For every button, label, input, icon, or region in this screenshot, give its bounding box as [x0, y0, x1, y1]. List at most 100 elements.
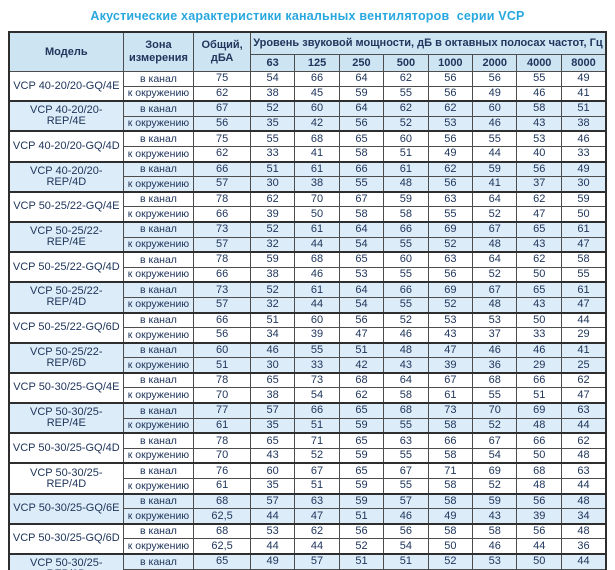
octave-level-value: 60 [472, 100, 518, 117]
octave-level-value: 51 [383, 552, 429, 570]
octave-level-value: 38 [249, 85, 296, 102]
col-header-frequency: 8000 [560, 54, 607, 72]
octave-level-value: 52 [383, 311, 429, 329]
octave-level-value: 56 [338, 522, 385, 540]
col-header-frequency: 4000 [516, 54, 562, 72]
table-row: к окружению 70 43 52 59 55 58 54 50 48 [9, 447, 607, 464]
octave-level-value: 62 [338, 387, 385, 404]
total-dba-value: 62,5 [193, 508, 251, 525]
total-dba-value: 62,5 [193, 538, 251, 555]
octave-level-value: 46 [560, 130, 607, 147]
zone-label: в канал [122, 71, 195, 87]
octave-level-value: 46 [383, 508, 429, 525]
octave-level-value: 55 [383, 266, 429, 283]
octave-level-value: 59 [338, 492, 385, 510]
octave-level-value: 48 [560, 522, 607, 540]
octave-level-value: 46 [472, 115, 518, 132]
octave-level-value: 56 [427, 71, 474, 87]
model-name: VCP 40-20/20-GQ/4E [8, 71, 124, 102]
octave-level-value: 63 [427, 251, 474, 268]
zone-label: в канал [122, 552, 195, 570]
octave-level-value: 51 [338, 508, 385, 525]
octave-level-value: 57 [383, 492, 429, 510]
octave-level-value: 55 [383, 417, 429, 434]
octave-level-value: 56 [472, 71, 518, 87]
octave-level-value: 50 [294, 206, 340, 223]
acoustic-characteristics-table: Модель Зона измерения Общий, дБА Уровень… [8, 31, 607, 570]
table-row: к окружению 57 30 38 55 48 56 41 37 30 [9, 176, 607, 193]
zone-label: к окружению [122, 266, 195, 283]
octave-level-value: 62 [383, 100, 429, 117]
octave-level-value: 36 [472, 357, 518, 374]
octave-level-value: 56 [516, 492, 562, 510]
octave-level-value: 56 [427, 85, 474, 102]
octave-level-value: 55 [294, 341, 340, 359]
octave-level-value: 51 [560, 100, 607, 117]
zone-label: к окружению [122, 296, 195, 314]
octave-level-value: 55 [427, 206, 474, 223]
octave-level-value: 71 [427, 462, 474, 480]
table-row: VCP 50-30/25-GQ/4E в канал 78 65 73 68 64 67 68 6… [8, 371, 607, 404]
octave-level-value: 47 [427, 341, 474, 359]
octave-level-value: 44 [560, 417, 607, 434]
table-row: к окружению 62,5 44 47 51 46 49 43 39 34 [9, 508, 607, 525]
octave-level-value: 66 [427, 432, 474, 449]
model-name: VCP 50-25/22-GQ/6D [8, 311, 124, 344]
total-dba-value: 65 [193, 552, 251, 570]
octave-level-value: 41 [294, 145, 340, 163]
octave-level-value: 61 [560, 220, 607, 238]
octave-level-value: 52 [338, 538, 385, 555]
octave-level-value: 39 [516, 508, 562, 525]
octave-level-value: 30 [249, 176, 296, 193]
octave-level-value: 47 [560, 236, 607, 253]
octave-level-value: 46 [472, 341, 518, 359]
octave-level-value: 48 [472, 236, 518, 253]
octave-level-value: 38 [294, 176, 340, 193]
total-dba-value: 70 [193, 387, 251, 404]
octave-level-value: 63 [560, 402, 607, 419]
octave-level-value: 56 [383, 522, 429, 540]
octave-level-value: 55 [472, 130, 518, 147]
octave-level-value: 58 [427, 522, 474, 540]
total-dba-value: 67 [193, 100, 251, 117]
octave-level-value: 57 [249, 492, 296, 510]
total-dba-value: 57 [193, 296, 251, 314]
octave-level-value: 54 [472, 447, 518, 464]
octave-level-value: 41 [560, 85, 607, 102]
octave-level-value: 67 [472, 220, 518, 238]
table-row: к окружению 57 32 44 54 55 52 48 43 47 [9, 236, 607, 253]
octave-level-value: 58 [472, 522, 518, 540]
table-row: VCP 50-25/22-GQ/4E в канал 78 62 70 67 59 63 64 6… [8, 190, 607, 223]
total-dba-value: 61 [193, 478, 251, 495]
table-row: VCP 50-25/22-REP/4E в канал 73 52 61 64 66 69 67… [8, 220, 607, 253]
table-row: VCP 50-30/25-REP/6Dв канал65495751515253… [8, 552, 607, 570]
octave-level-value: 51 [294, 417, 340, 434]
octave-level-value: 52 [427, 296, 474, 314]
octave-level-value: 52 [249, 281, 296, 298]
octave-level-value: 64 [383, 371, 429, 389]
table-row: VCP 40-20/20-GQ/4D в канал 75 55 68 65 60 56 55 5… [8, 130, 607, 163]
octave-level-value: 35 [249, 478, 296, 495]
octave-level-value: 55 [383, 296, 429, 314]
table-row: к окружению 66 38 46 53 55 56 52 50 55 [9, 266, 607, 283]
octave-level-value: 55 [472, 387, 518, 404]
header-row-main: Модель Зона измерения Общий, дБА Уровень… [8, 31, 607, 72]
octave-level-value: 43 [249, 447, 296, 464]
octave-level-value: 61 [427, 387, 474, 404]
total-dba-value: 70 [193, 447, 251, 464]
zone-label: к окружению [122, 447, 195, 464]
col-header-frequency: 250 [338, 54, 385, 72]
model-name: VCP 50-25/22-REP/4E [8, 220, 124, 253]
octave-level-value: 43 [516, 236, 562, 253]
octave-level-value: 65 [516, 281, 562, 298]
col-header-frequency: 63 [249, 54, 296, 72]
table-row: к окружению 62 33 41 58 51 49 44 40 33 [9, 145, 607, 163]
model-name: VCP 50-30/25-GQ/6E [8, 492, 124, 525]
octave-level-value: 41 [472, 176, 518, 193]
octave-level-value: 38 [560, 115, 607, 132]
octave-level-value: 48 [383, 176, 429, 193]
octave-level-value: 32 [249, 236, 296, 253]
total-dba-value: 78 [193, 190, 251, 208]
octave-level-value: 38 [249, 266, 296, 283]
octave-level-value: 65 [516, 220, 562, 238]
